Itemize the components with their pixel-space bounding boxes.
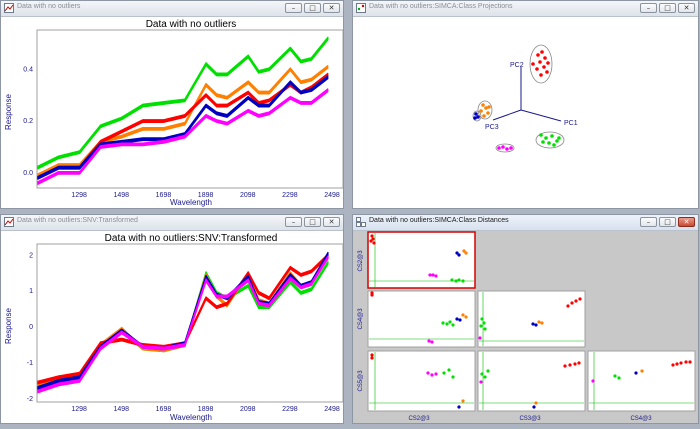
chart-app-icon — [356, 217, 366, 227]
y-tick-label: 0.4 — [23, 66, 33, 73]
x-tick-label: 2298 — [282, 406, 298, 413]
pc1-label: PC1 — [564, 120, 578, 127]
close-button[interactable]: ✕ — [678, 217, 695, 227]
green-class-points — [539, 133, 561, 147]
minimize-button[interactable]: – — [640, 3, 657, 13]
series-magenta-line — [37, 257, 329, 394]
y-tick-label: -2 — [27, 396, 33, 403]
window-title: Data with no outliers:SIMCA:Class Projec… — [369, 3, 513, 10]
magenta-class-points — [497, 145, 513, 151]
col-label-cs2: CS2@3 — [408, 416, 430, 422]
maximize-button[interactable]: □ — [659, 217, 676, 227]
x-tick-label: 1298 — [71, 406, 87, 413]
green-class-ellipse — [535, 131, 565, 149]
row-label-cs4: CS4@3 — [358, 308, 364, 330]
pc2-label: PC2 — [510, 62, 524, 69]
y-axis-label: Response — [4, 307, 13, 344]
blue-class-points — [473, 112, 480, 120]
window-raw-spectra[interactable]: Data with no outliers – □ ✕ Data with no… — [0, 0, 344, 209]
x-axis-label: Wavelength — [170, 413, 212, 422]
x-tick-label: 1298 — [71, 192, 87, 199]
maximize-button[interactable]: □ — [659, 3, 676, 13]
col-label-cs3: CS3@3 — [519, 416, 541, 422]
col-label-cs4: CS4@3 — [630, 416, 652, 422]
x-axis-label: Wavelength — [170, 198, 212, 207]
x-tick-label: 2498 — [324, 192, 340, 199]
chart-app-icon — [4, 3, 14, 13]
pc3-axis — [492, 109, 522, 121]
pc3-label: PC3 — [485, 124, 499, 131]
titlebar[interactable]: Data with no outliers – □ ✕ — [1, 1, 343, 17]
class-projection-plot[interactable]: PC1 PC2 PC3 — [353, 17, 698, 208]
series-green-line — [37, 39, 329, 170]
cell-cs5-vs-cs3[interactable] — [477, 350, 586, 412]
close-button[interactable]: ✕ — [323, 217, 340, 227]
class-distances-matrix[interactable]: CS2@3 CS4@3 CS5@3 CS2@3 CS3@3 CS4@3 — [353, 231, 698, 424]
blue-class-ellipse — [472, 110, 482, 122]
x-tick-label: 2498 — [324, 406, 340, 413]
red-class-points — [531, 50, 550, 77]
window-class-projections[interactable]: Data with no outliers:SIMCA:Class Projec… — [352, 0, 699, 209]
y-tick-label: 0 — [29, 324, 33, 331]
close-button[interactable]: ✕ — [323, 3, 340, 13]
red-class-ellipse — [529, 44, 553, 84]
magenta-class-ellipse — [495, 143, 515, 153]
cell-cs3-vs-cs3[interactable] — [477, 290, 586, 348]
x-tick-label: 2298 — [282, 192, 298, 199]
plot-frame — [36, 243, 344, 403]
y-tick-label: 2 — [29, 252, 33, 259]
x-tick-label: 2098 — [240, 192, 256, 199]
y-tick-label: 0.2 — [23, 118, 33, 125]
row-label-cs5: CS5@3 — [358, 370, 364, 392]
x-tick-label: 1698 — [156, 406, 172, 413]
maximize-button[interactable]: □ — [304, 217, 321, 227]
y-tick-label: -1 — [27, 360, 33, 367]
raw-spectra-chart[interactable]: Data with no outliers 0.0 0.2 0.4 1298 1498… — [1, 17, 344, 208]
minimize-button[interactable]: – — [285, 217, 302, 227]
row-label-cs2: CS2@3 — [358, 250, 364, 272]
titlebar[interactable]: Data with no outliers:SIMCA:Class Distan… — [353, 215, 698, 231]
window-snv-transformed[interactable]: Data with no outliers:SNV:Transformed – … — [0, 214, 344, 424]
window-title: Data with no outliers — [17, 3, 81, 10]
x-tick-label: 1498 — [114, 192, 130, 199]
y-tick-label: 0.0 — [23, 170, 33, 177]
x-tick-label: 1898 — [198, 192, 214, 199]
cell-cs2-vs-cs2[interactable] — [367, 231, 476, 289]
pc1-axis — [520, 109, 562, 122]
close-button[interactable]: ✕ — [678, 3, 695, 13]
chart-app-icon — [356, 3, 366, 13]
orange-class-points — [479, 103, 491, 118]
cell-cs5-vs-cs4[interactable] — [587, 350, 696, 412]
x-tick-label: 1898 — [198, 406, 214, 413]
x-tick-label: 1698 — [156, 192, 172, 199]
cell-cs3-vs-cs4[interactable] — [367, 290, 476, 348]
chart-title: Data with no outliers:SNV:Transformed — [105, 233, 278, 244]
chart-app-icon — [4, 217, 14, 227]
window-title: Data with no outliers:SNV:Transformed — [17, 217, 138, 224]
titlebar[interactable]: Data with no outliers:SIMCA:Class Projec… — [353, 1, 698, 17]
window-title: Data with no outliers:SIMCA:Class Distan… — [369, 217, 509, 224]
y-tick-label: 1 — [29, 288, 33, 295]
series-magenta-line — [37, 90, 329, 186]
maximize-button[interactable]: □ — [304, 3, 321, 13]
orange-class-ellipse — [477, 100, 493, 120]
y-axis-label: Response — [4, 93, 13, 130]
x-tick-label: 2098 — [240, 406, 256, 413]
x-tick-label: 1498 — [114, 406, 130, 413]
titlebar[interactable]: Data with no outliers:SNV:Transformed – … — [1, 215, 343, 231]
cell-cs5-vs-cs2[interactable] — [367, 350, 476, 412]
window-class-distances[interactable]: Data with no outliers:SIMCA:Class Distan… — [352, 214, 699, 424]
minimize-button[interactable]: – — [640, 217, 657, 227]
snv-transformed-chart[interactable]: Data with no outliers:SNV:Transformed -2… — [1, 231, 344, 423]
minimize-button[interactable]: – — [285, 3, 302, 13]
chart-title: Data with no outliers — [146, 19, 237, 30]
